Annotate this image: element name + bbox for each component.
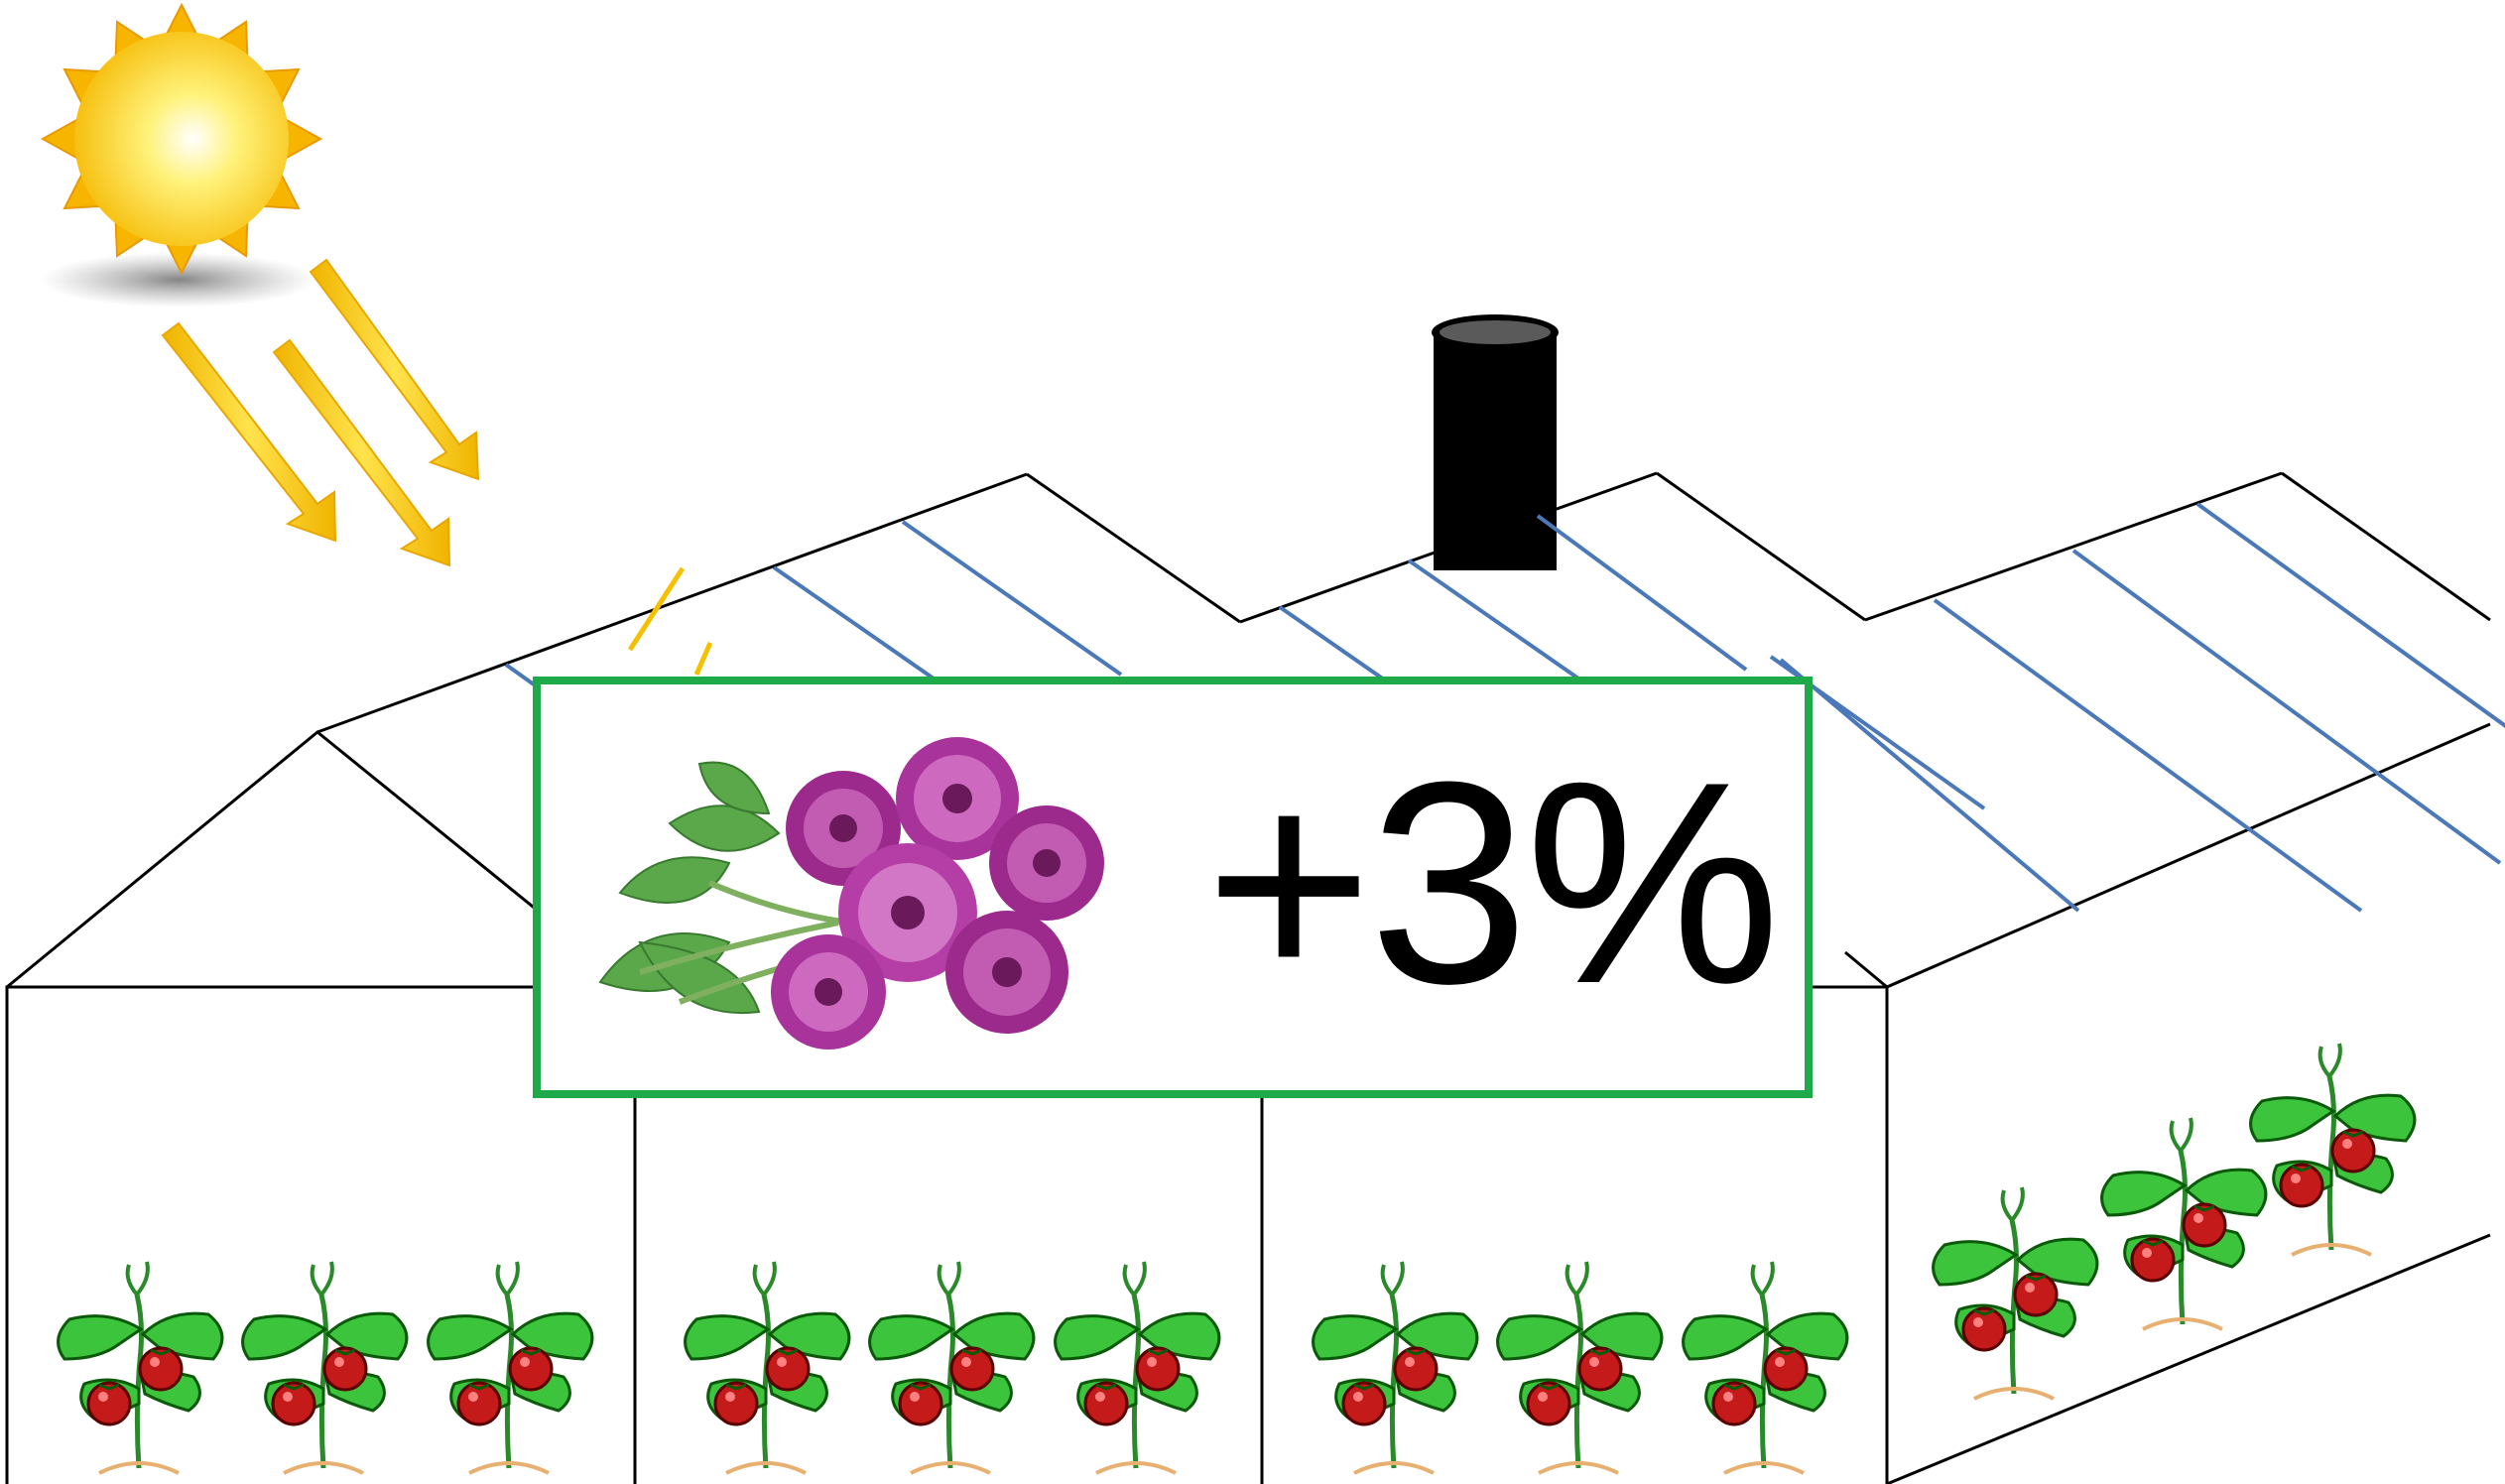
tomato-plant-icon	[1056, 1262, 1219, 1473]
plants-front	[59, 1262, 1847, 1473]
tomato-plant-icon	[2102, 1118, 2266, 1329]
chrysanthemum-bouquet-icon	[598, 737, 1104, 1050]
sun-rays	[161, 258, 480, 567]
tomato-plant-icon	[59, 1262, 222, 1473]
yield-increase-value: +3%	[1204, 722, 1781, 1044]
tomato-plant-icon	[686, 1262, 849, 1473]
tomato-plant-icon	[1498, 1262, 1662, 1473]
tomato-plant-icon	[2251, 1044, 2415, 1255]
tomato-plant-icon	[1314, 1262, 1477, 1473]
plants-side	[1934, 1044, 2415, 1399]
tomato-plant-icon	[243, 1262, 407, 1473]
tomato-plant-icon	[1684, 1262, 1847, 1473]
tomato-plant-icon	[870, 1262, 1034, 1473]
tomato-plant-icon	[429, 1262, 592, 1473]
yield-callout: +3%	[533, 677, 1813, 1098]
sun-icon	[40, 2, 323, 308]
reflected-rays	[627, 566, 713, 677]
tomato-plant-icon	[1934, 1187, 2097, 1399]
